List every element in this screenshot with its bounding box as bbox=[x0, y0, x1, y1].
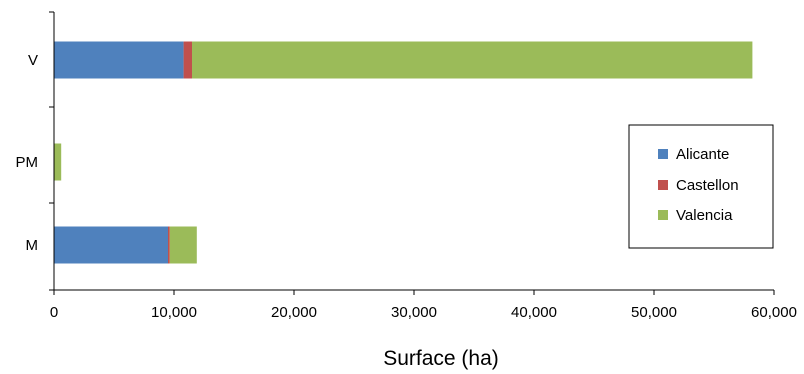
x-tick-label: 0 bbox=[50, 304, 58, 321]
bars-layer bbox=[54, 41, 753, 264]
bar-v-valencia bbox=[192, 41, 753, 79]
x-tick-label: 20,000 bbox=[271, 304, 317, 321]
bar-m-castellon bbox=[168, 226, 170, 264]
x-axis-title: Surface (ha) bbox=[383, 347, 499, 370]
x-tick-label: 50,000 bbox=[631, 304, 677, 321]
y-tick-label-v: V bbox=[28, 52, 38, 69]
legend-swatch-valencia bbox=[658, 210, 668, 220]
legend-label-castellon: Castellon bbox=[676, 177, 739, 194]
labels-layer: V PM M 0 10,000 20,000 30,000 40,000 50,000 60,00… bbox=[16, 52, 797, 321]
legend: Alicante Castellon Valencia bbox=[628, 124, 774, 249]
x-tick-label: 10,000 bbox=[151, 304, 197, 321]
y-tick-label-pm: PM bbox=[16, 154, 39, 171]
legend-swatch-alicante bbox=[658, 149, 668, 159]
legend-box bbox=[628, 124, 774, 249]
x-tick-label: 60,000 bbox=[751, 304, 797, 321]
bar-m-valencia bbox=[169, 226, 197, 264]
legend-label-valencia: Valencia bbox=[676, 207, 733, 224]
x-tick-label: 40,000 bbox=[511, 304, 557, 321]
bar-v-castellon bbox=[183, 41, 192, 79]
axes-layer bbox=[49, 11, 775, 295]
x-tick-label: 30,000 bbox=[391, 304, 437, 321]
bar-v-alicante bbox=[54, 41, 184, 79]
bar-pm-valencia bbox=[54, 143, 62, 181]
bar-m-alicante bbox=[54, 226, 168, 264]
legend-label-alicante: Alicante bbox=[676, 146, 729, 163]
legend-swatch-castellon bbox=[658, 180, 668, 190]
y-tick-label-m: M bbox=[26, 237, 39, 254]
